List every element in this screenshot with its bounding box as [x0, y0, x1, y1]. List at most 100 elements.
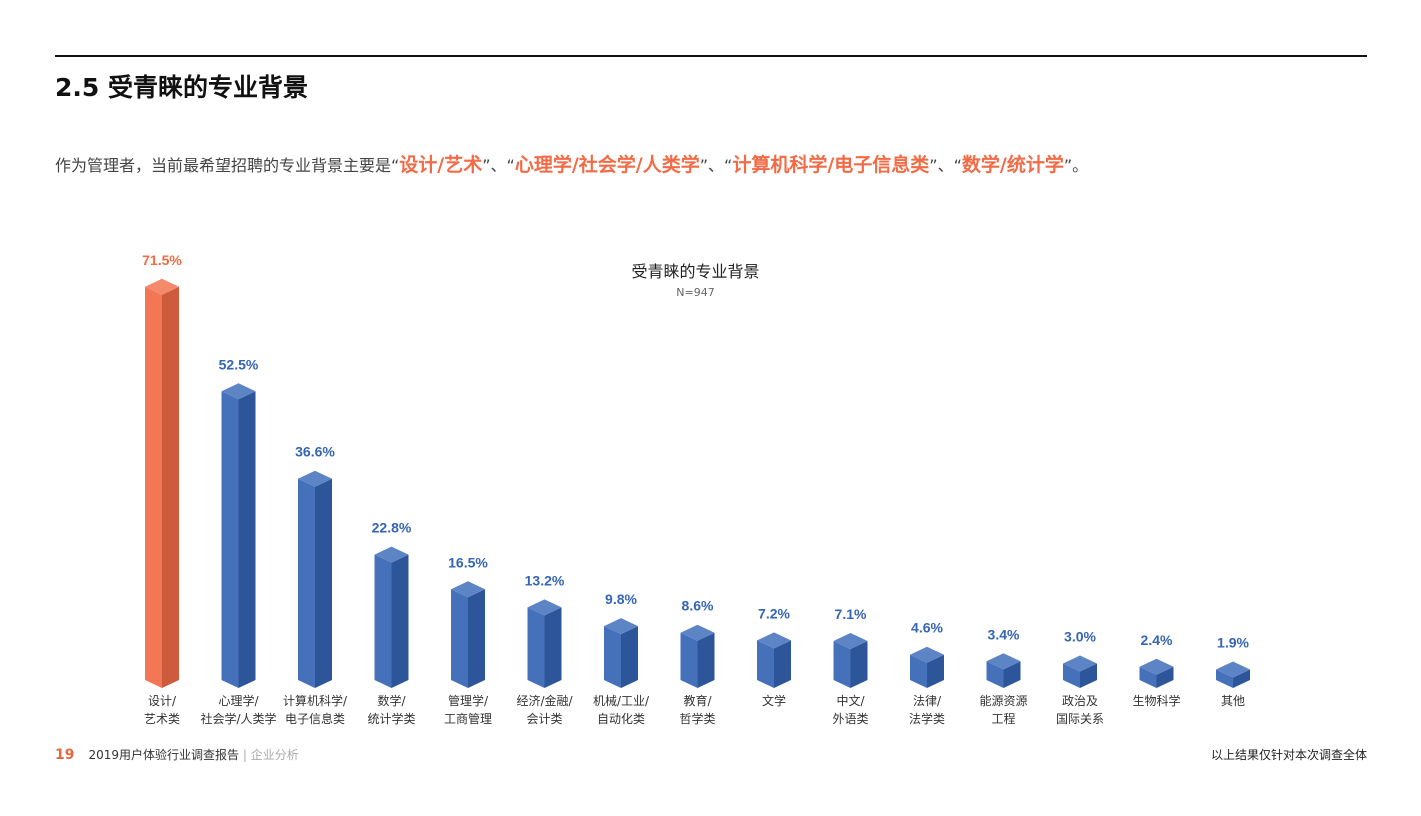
bar-right-face	[468, 589, 485, 688]
category-label: 管理学/	[448, 693, 489, 708]
footer-left: 19 2019用户体验行业调查报告 | 企业分析	[55, 746, 299, 763]
category-label: 中文/	[836, 693, 865, 708]
category-label: 哲学类	[679, 711, 715, 726]
data-label: 13.2%	[525, 572, 565, 588]
category-label: 设计/	[148, 694, 177, 708]
data-label: 3.0%	[1064, 629, 1096, 645]
bar-right-face	[1233, 669, 1250, 688]
data-label: 3.4%	[988, 626, 1020, 642]
category-label: 会计类	[526, 712, 562, 726]
data-label: 7.1%	[835, 606, 867, 622]
bar-left-face	[145, 286, 162, 688]
bar-right-face	[544, 607, 562, 688]
bar-top-face	[1216, 661, 1250, 678]
bar-top-face	[221, 383, 256, 400]
bar-left-face	[1139, 666, 1157, 688]
section-name: | 企业分析	[242, 748, 299, 762]
bar-right-face	[1156, 666, 1174, 688]
data-label: 8.6%	[682, 598, 714, 614]
category-label: 法律/	[913, 694, 942, 708]
bar-right-face	[1080, 663, 1097, 688]
category-label: 工程	[991, 711, 1015, 726]
data-label: 36.6%	[295, 444, 335, 460]
data-label: 16.5%	[448, 554, 488, 570]
bar-top-face	[298, 470, 332, 487]
data-label: 1.9%	[1217, 635, 1249, 651]
bar-right-face	[927, 654, 944, 688]
bar-top-face	[527, 599, 562, 616]
bar-right-face	[1003, 661, 1021, 688]
bar-left-face	[221, 391, 239, 688]
top-rule	[55, 55, 1367, 57]
bar-top-face	[1139, 658, 1174, 675]
category-label: 数学/	[377, 693, 406, 708]
bar-right-face	[162, 286, 179, 688]
page-title: 2.5 受青睐的专业背景	[55, 73, 308, 102]
bar-left-face	[451, 589, 468, 688]
data-label: 52.5%	[219, 356, 259, 372]
bar-left-face	[527, 607, 545, 688]
bar-left-face	[833, 640, 851, 688]
category-label: 生物科学	[1132, 693, 1180, 708]
bar-right-face	[774, 640, 791, 688]
data-label: 22.8%	[372, 520, 412, 536]
bar-top-face	[145, 278, 179, 295]
bar-top-face	[1063, 655, 1097, 672]
bar-right-face	[315, 478, 332, 688]
category-label: 电子信息类	[285, 711, 345, 726]
chart-title: 受青睐的专业背景	[631, 262, 760, 281]
highlight-2: 心理学/社会学/人类学	[514, 154, 700, 176]
category-label: 教育/	[683, 693, 712, 708]
data-label: 9.8%	[605, 591, 637, 607]
highlight-1: 设计/艺术	[399, 154, 483, 176]
category-label: 法学类	[909, 711, 945, 726]
sep-2: ”、“	[699, 156, 733, 175]
category-label: 经济/金融/	[516, 693, 573, 708]
sep-3: ”、“	[929, 156, 962, 175]
bar-left-face	[1216, 669, 1233, 688]
category-label: 文学	[762, 693, 786, 708]
bar-left-face	[1063, 663, 1080, 688]
highlight-3: 计算机科学/电子信息类	[732, 154, 930, 176]
category-label: 统计学类	[367, 711, 415, 726]
bar-top-face	[833, 632, 868, 649]
bar-top-face	[680, 624, 715, 641]
summary-prefix: 作为管理者，当前最希望招聘的专业背景主要是“	[55, 156, 400, 175]
bar-right-face	[621, 626, 638, 688]
bar-left-face	[604, 626, 621, 688]
sep-1: ”、“	[482, 156, 515, 175]
bar-left-face	[986, 661, 1004, 688]
bar-left-face	[298, 478, 315, 688]
category-label: 社会学/人类学	[200, 711, 276, 726]
bar-right-face	[391, 554, 409, 688]
category-label: 其他	[1221, 694, 1245, 708]
page-number: 19	[55, 747, 75, 763]
bar-top-face	[986, 653, 1021, 670]
category-label: 国际关系	[1056, 712, 1104, 726]
bar-top-face	[374, 546, 409, 563]
bar-top-face	[910, 646, 944, 663]
summary-suffix: ”。	[1063, 156, 1089, 175]
data-label: 71.5%	[142, 252, 182, 268]
category-label: 艺术类	[144, 712, 180, 726]
bar-top-face	[451, 581, 485, 598]
chart-sample-size: N=947	[676, 286, 715, 299]
bar-left-face	[374, 554, 392, 688]
bar-right-face	[697, 632, 715, 688]
footer-note: 以上结果仅针对本次调查全体	[1210, 748, 1367, 762]
category-label: 政治及	[1062, 694, 1098, 708]
bar-left-face	[680, 632, 698, 688]
category-label: 计算机科学/	[283, 693, 348, 708]
data-label: 7.2%	[758, 605, 790, 621]
category-label: 机械/工业/	[593, 693, 650, 708]
highlight-4: 数学/统计学	[961, 154, 1064, 176]
data-label: 4.6%	[911, 620, 943, 636]
bar-right-face	[238, 391, 256, 688]
category-label: 外语类	[832, 712, 868, 726]
bar-right-face	[850, 640, 868, 688]
bar-top-face	[604, 618, 638, 635]
data-label: 2.4%	[1141, 632, 1173, 648]
category-label: 能源资源	[979, 694, 1027, 708]
